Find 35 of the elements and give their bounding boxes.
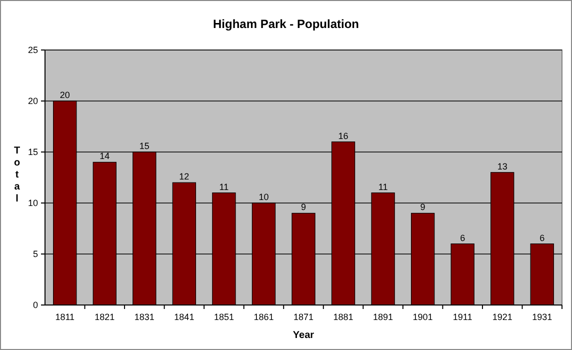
x-tick-label: 1861 — [254, 312, 274, 322]
x-tick-label: 1881 — [333, 312, 354, 322]
data-label: 11 — [378, 182, 388, 192]
y-tick-label: 20 — [28, 96, 38, 106]
x-tick-label: 1851 — [214, 312, 234, 322]
y-axis-title: Total — [14, 146, 20, 204]
data-label: 15 — [139, 141, 150, 151]
data-label: 13 — [497, 161, 508, 172]
x-tick-label: 1831 — [134, 312, 154, 322]
y-tick-label: 25 — [28, 45, 38, 56]
data-label: 6 — [460, 232, 466, 243]
x-tick-label: 1821 — [94, 312, 115, 322]
x-tick-label: 1871 — [293, 312, 314, 322]
x-tick-label: 1811 — [55, 312, 75, 322]
x-tick-label: 1841 — [174, 312, 194, 322]
x-axis-title: Year — [292, 330, 314, 341]
data-label: 11 — [219, 182, 229, 192]
y-tick-label: 15 — [28, 147, 38, 158]
data-label: 20 — [60, 90, 70, 100]
x-tick-label: 1921 — [492, 312, 512, 322]
x-tick-label: 1891 — [373, 312, 394, 322]
data-label: 14 — [100, 151, 110, 162]
y-tick-label: 0 — [32, 300, 38, 310]
data-label: 12 — [179, 172, 190, 182]
x-tick-label: 1901 — [412, 312, 433, 322]
data-label: 10 — [258, 192, 269, 202]
x-tick-label: 1931 — [532, 312, 552, 322]
data-label: 9 — [300, 202, 306, 212]
data-label: 6 — [540, 232, 545, 243]
y-tick-label: 5 — [32, 249, 38, 260]
data-label: 9 — [420, 202, 426, 212]
data-label: 16 — [338, 130, 348, 141]
y-tick-label: 10 — [28, 198, 38, 208]
x-tick-label: 1911 — [452, 312, 472, 322]
chart-title: Higham Park - Population — [212, 17, 360, 31]
